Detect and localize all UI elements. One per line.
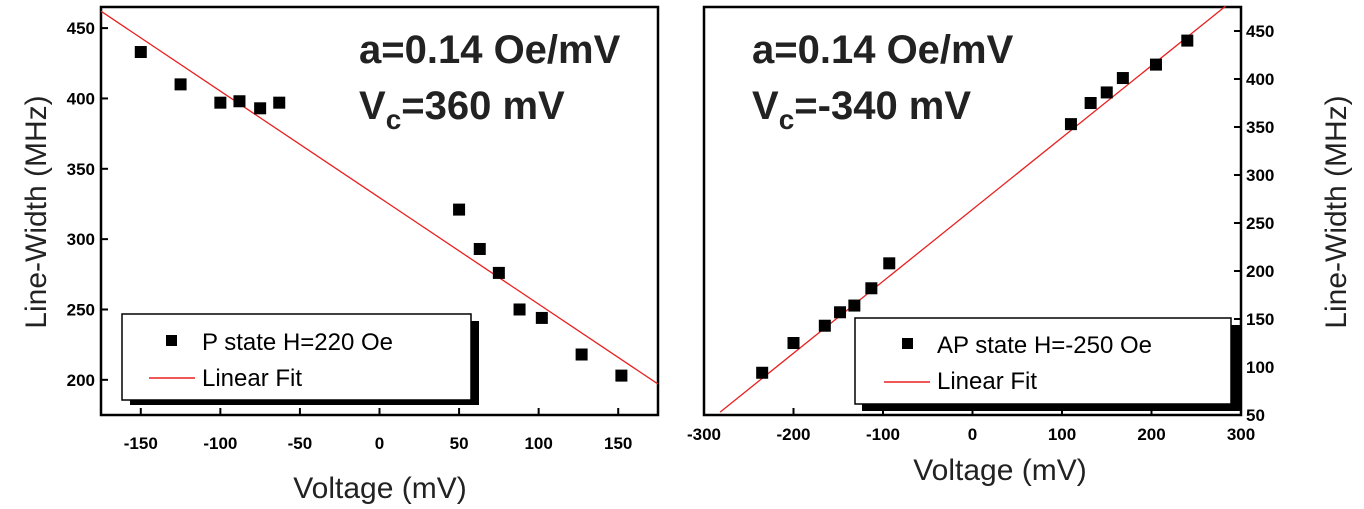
left-data-point [473,242,486,255]
left-legend-fit-label: Linear Fit [202,365,302,392]
right-x-tick-label: -100 [866,425,900,444]
left-x-axis-label: Voltage (mV) [293,472,466,505]
right-legend-square-marker [902,338,913,349]
left-data-point [513,303,526,316]
left-fit-line-layer [100,10,659,385]
left-x-tick-label: -100 [203,434,237,453]
right-y-axis-label: Line-Width (MHz) [1320,95,1353,328]
right-data-point [756,366,769,379]
left-legend-box [121,313,472,401]
right-y-ticks: 50 100 150 200 250 300 350 400 450 [1234,22,1274,425]
right-y-tick-label: 50 [1246,406,1265,425]
right-legend: AP state H=-250 Oe Linear Fit [854,317,1240,411]
right-y-tick-label: 150 [1246,310,1274,329]
right-y-tick-label: 400 [1246,70,1274,89]
right-data-point [818,319,831,332]
left-annotation: a=0.14 Oe/mV Vc=360 mV [359,28,621,135]
left-x-tick-label: 150 [604,434,632,453]
right-y-tick-label: 250 [1246,214,1274,233]
right-data-point [1116,72,1129,85]
right-data-point [1149,58,1162,71]
left-legend-points-label: P state H=220 Oe [202,329,393,356]
left-data-point [254,102,267,115]
right-y-tick-label: 100 [1246,358,1274,377]
right-legend-fit-label: Linear Fit [937,368,1037,395]
left-x-tick-label: 0 [375,434,384,453]
right-points-layer [756,34,1194,379]
right-y-tick-label: 300 [1246,166,1274,185]
left-y-tick-label: 250 [67,300,95,319]
right-x-tick-label: 300 [1227,425,1255,444]
right-y-tick-label: 200 [1246,262,1274,281]
right-panel: 50 100 150 200 250 300 350 400 450 -300 -200 -100 0… [687,5,1353,487]
left-fit-line [100,10,659,385]
left-data-point [575,348,588,361]
right-annotation-line1: a=0.14 Oe/mV [752,28,1014,72]
left-y-tick-label: 400 [67,89,95,108]
right-annotation-rest: =-340 mV [794,84,971,128]
right-annotation-sub: c [779,104,795,135]
left-data-point [453,203,466,216]
right-x-tick-label: 200 [1137,425,1165,444]
right-x-axis-label: Voltage (mV) [913,454,1086,487]
left-y-axis-label: Line-Width (MHz) [20,95,53,328]
left-x-tick-label: -50 [288,434,313,453]
left-x-tick-label: 50 [450,434,469,453]
left-y-tick-label: 450 [67,19,95,38]
right-fit-line [719,5,1227,413]
left-data-point [174,78,187,91]
right-y-tick-label: 350 [1246,118,1274,137]
right-annotation-line2: Vc=-340 mV [752,84,971,135]
left-annotation-rest: =360 mV [401,84,565,128]
left-annotation-sub: c [386,104,402,135]
right-data-point [1064,118,1077,131]
right-fit-line-layer [719,5,1227,413]
left-data-point [492,266,505,279]
left-legend: P state H=220 Oe Linear Fit [121,313,479,405]
right-x-tick-label: -200 [776,425,810,444]
left-x-tick-label: -150 [124,434,158,453]
right-data-point [1100,86,1113,99]
left-data-point [134,46,147,59]
left-y-ticks: 200 250 300 350 400 450 [67,19,108,390]
left-data-point [273,96,286,109]
right-y-tick-label: 450 [1246,22,1274,41]
right-annotation-v: V [752,84,779,128]
right-data-point [848,299,861,312]
left-points-layer [134,46,628,382]
right-legend-box [854,317,1232,405]
left-x-ticks: -150 -100 -50 0 50 100 150 [124,408,632,453]
left-annotation-v: V [359,84,386,128]
left-data-point [233,95,246,108]
left-y-tick-label: 350 [67,160,95,179]
left-data-point [615,369,628,382]
left-x-tick-label: 100 [524,434,552,453]
right-x-tick-label: 100 [1048,425,1076,444]
left-y-tick-label: 200 [67,371,95,390]
right-data-point [787,337,800,349]
left-data-point [214,96,227,109]
right-data-point [834,306,847,319]
right-data-point [1181,34,1194,47]
right-legend-points-label: AP state H=-250 Oe [937,332,1152,359]
right-x-tick-label: -300 [687,425,721,444]
right-data-point [865,282,878,295]
right-annotation: a=0.14 Oe/mV Vc=-340 mV [752,28,1014,135]
left-legend-square-marker [166,335,177,346]
right-data-point [1084,97,1097,109]
right-x-tick-label: 0 [968,425,977,444]
left-data-point [535,311,548,324]
right-data-point [883,257,896,270]
left-y-tick-label: 300 [67,230,95,249]
left-annotation-line2: Vc=360 mV [359,84,565,135]
left-annotation-line1: a=0.14 Oe/mV [359,28,621,72]
